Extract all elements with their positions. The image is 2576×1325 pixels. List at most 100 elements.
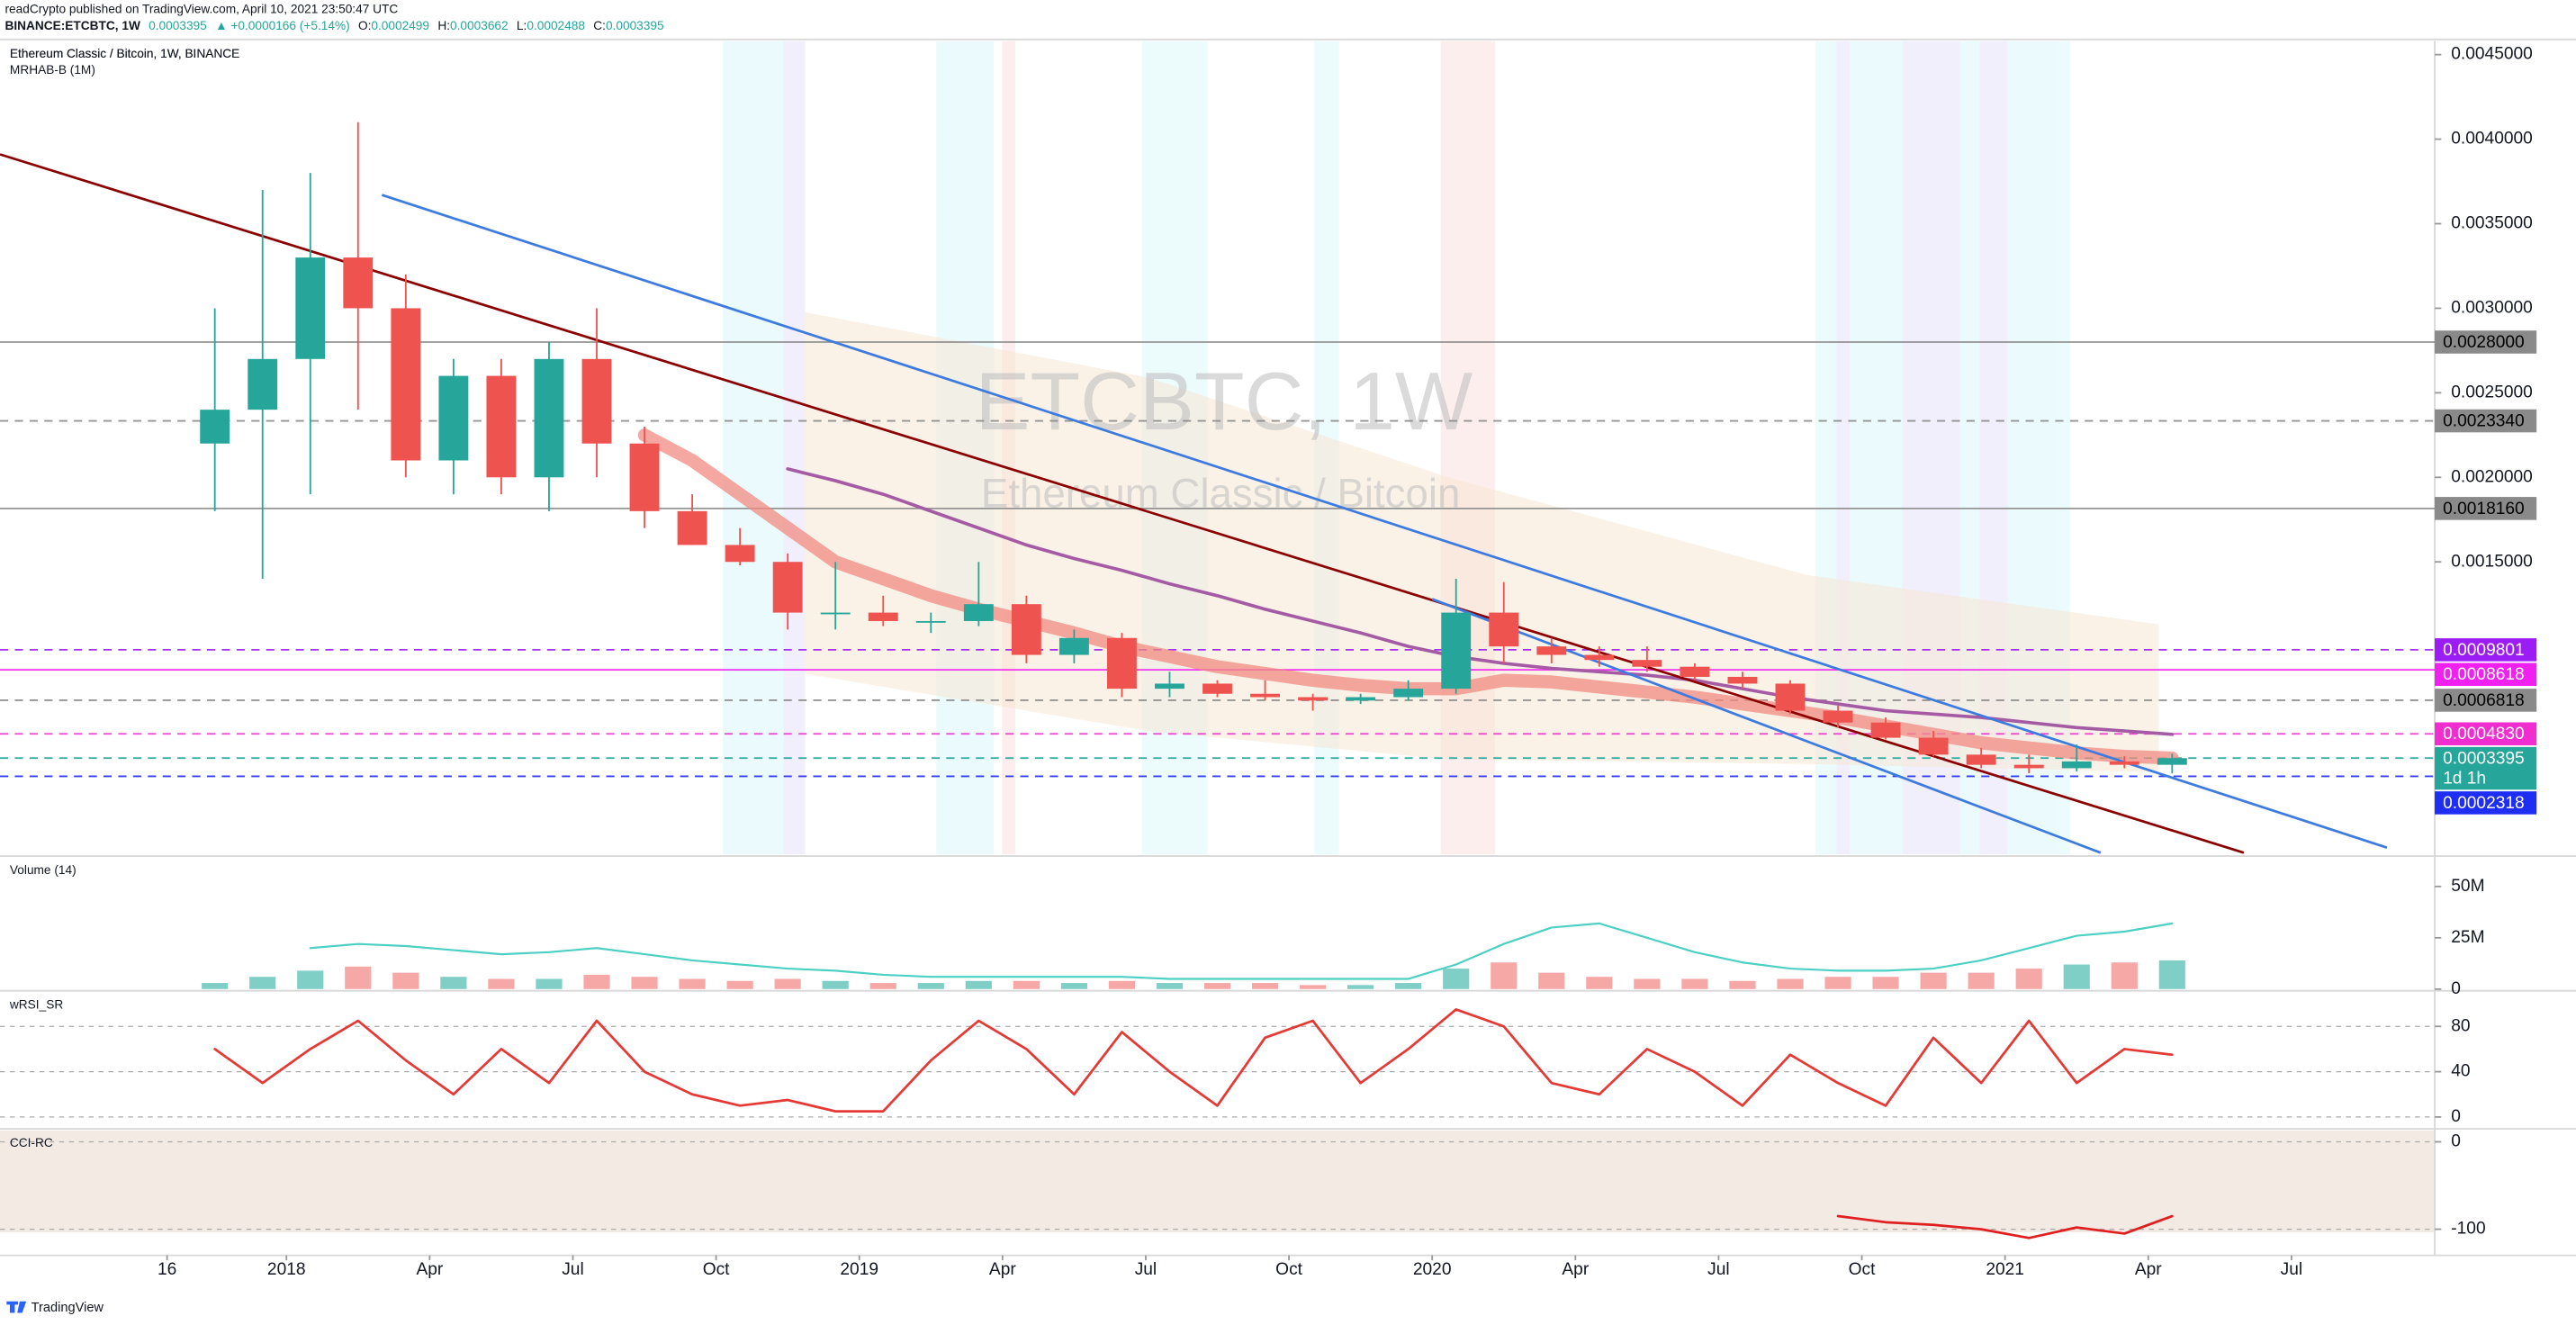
volume-bar — [917, 983, 944, 989]
panel — [0, 1140, 2436, 1239]
candle-body — [2061, 761, 2092, 769]
candle-body — [295, 257, 326, 359]
price-label: 0.0006818 — [2443, 691, 2525, 710]
volume-bar — [1300, 985, 1327, 989]
quote-key: L: — [517, 19, 527, 32]
volume-bar — [631, 977, 658, 989]
candle-body — [1918, 737, 1949, 755]
price-label-box — [2435, 409, 2537, 433]
price-label-box — [2435, 689, 2537, 712]
panel — [0, 1008, 2436, 1118]
y-tick-label: 0.0020000 — [2451, 467, 2533, 486]
x-tick-label: Apr — [989, 1260, 1016, 1279]
y-tick-label: 40 — [2451, 1062, 2470, 1081]
panel-overlay: 0 25M 50M Volume (14) — [10, 863, 2485, 998]
volume-bar — [345, 966, 372, 989]
candle-body — [820, 612, 851, 615]
candle-body — [534, 358, 564, 478]
volume-bar — [1634, 978, 1661, 989]
price-label: 0.0023340 — [2443, 412, 2525, 431]
series-line — [786, 467, 2175, 736]
volume-bar — [1872, 977, 1899, 989]
x-tick-label: Jul — [562, 1260, 583, 1279]
y-tick-label: -100 — [2451, 1220, 2485, 1239]
volume-bar — [1347, 985, 1374, 989]
panel-overlay: 0.0045000 0.0040000 0.0035000 0.0030000 0.00… — [10, 45, 2537, 1279]
candle-body — [1106, 637, 1137, 690]
candle-body — [1775, 683, 1806, 711]
publisher: readCrypto published on TradingView.com,… — [5, 3, 398, 16]
candle-body — [1250, 693, 1280, 698]
panel-overlay: 0 40 80 wRSI_SR — [9, 998, 2471, 1126]
volume-bar — [1681, 978, 1708, 989]
price-label-box — [2435, 791, 2537, 815]
candle-body — [1393, 689, 1424, 698]
series-line — [213, 1008, 2174, 1113]
candle-body — [1966, 754, 1996, 765]
volume-bar — [1156, 983, 1184, 989]
legend-indicator: MRHAB-B (1M) — [10, 63, 95, 77]
price-label: 0.0028000 — [2443, 333, 2525, 352]
band — [783, 41, 806, 855]
y-tick-label: 0.0040000 — [2451, 130, 2533, 149]
x-tick-label: Jul — [2281, 1260, 2302, 1279]
volume-bar — [249, 977, 276, 989]
volume-bar — [726, 980, 753, 989]
volume-bar — [1538, 972, 1565, 989]
candle-body — [1536, 646, 1567, 655]
price-label: 0.0003395 — [2443, 750, 2525, 769]
x-tick-label: 2021 — [1986, 1260, 2024, 1279]
price-label: 0.0018160 — [2443, 500, 2525, 518]
volume-bar — [202, 983, 229, 989]
panel — [202, 922, 2185, 989]
volume-bar — [1777, 978, 1804, 989]
y-tick-label: 50M — [2451, 877, 2484, 896]
x-tick-label: Jul — [1707, 1260, 1729, 1279]
quote-value: 0.0002499 — [371, 19, 429, 32]
candle-body — [2109, 761, 2139, 765]
candle-body — [677, 510, 707, 545]
price-label-box — [2435, 722, 2537, 746]
candle-body — [438, 375, 469, 461]
volume-bar — [1251, 983, 1279, 989]
volume-bar — [1824, 977, 1851, 989]
candle-body — [1680, 666, 1710, 677]
candle-body — [343, 257, 374, 309]
candle-body — [200, 410, 230, 444]
volume-bar — [679, 978, 706, 989]
y-tick-label: 0.0025000 — [2451, 383, 2533, 401]
price-label: 0.0004830 — [2443, 725, 2525, 744]
panel-title: CCI-RC — [10, 1136, 53, 1149]
price-label: 0.0009801 — [2443, 641, 2525, 660]
trendline — [1431, 598, 2102, 854]
x-tick-label: Oct — [1275, 1260, 1302, 1279]
candle-body — [2157, 758, 2187, 765]
volume-bar — [297, 970, 324, 989]
price-label-box — [2435, 746, 2537, 790]
candle-body — [1823, 710, 1853, 723]
footer: TradingView — [32, 1301, 104, 1315]
y-tick-label: 0.0035000 — [2451, 214, 2533, 233]
price: 0.0003395 — [149, 19, 207, 32]
candle-body — [963, 604, 994, 621]
candle-body — [629, 443, 660, 511]
x-tick-label: Apr — [416, 1260, 443, 1279]
volume-bar — [965, 980, 992, 989]
x-tick-label: Oct — [1849, 1260, 1876, 1279]
panel-title: wRSI_SR — [9, 998, 63, 1012]
logo — [6, 1301, 27, 1313]
volume-bar — [1443, 969, 1470, 989]
panel-title: Ethereum Classic / Bitcoin, 1W, BINANCE — [10, 47, 239, 60]
candle-body — [1155, 683, 1184, 690]
volume-bar — [1586, 977, 1613, 989]
volume-bar — [440, 977, 467, 989]
y-tick-label: 25M — [2451, 928, 2484, 947]
volume-bar — [583, 974, 610, 989]
series-line — [309, 922, 2174, 980]
x-tick-label: 2018 — [267, 1260, 306, 1279]
volume-bar — [1013, 980, 1040, 989]
candle-body — [1298, 697, 1329, 701]
quote-value: 0.0003395 — [606, 19, 664, 32]
y-tick-label: 0 — [2451, 979, 2461, 998]
